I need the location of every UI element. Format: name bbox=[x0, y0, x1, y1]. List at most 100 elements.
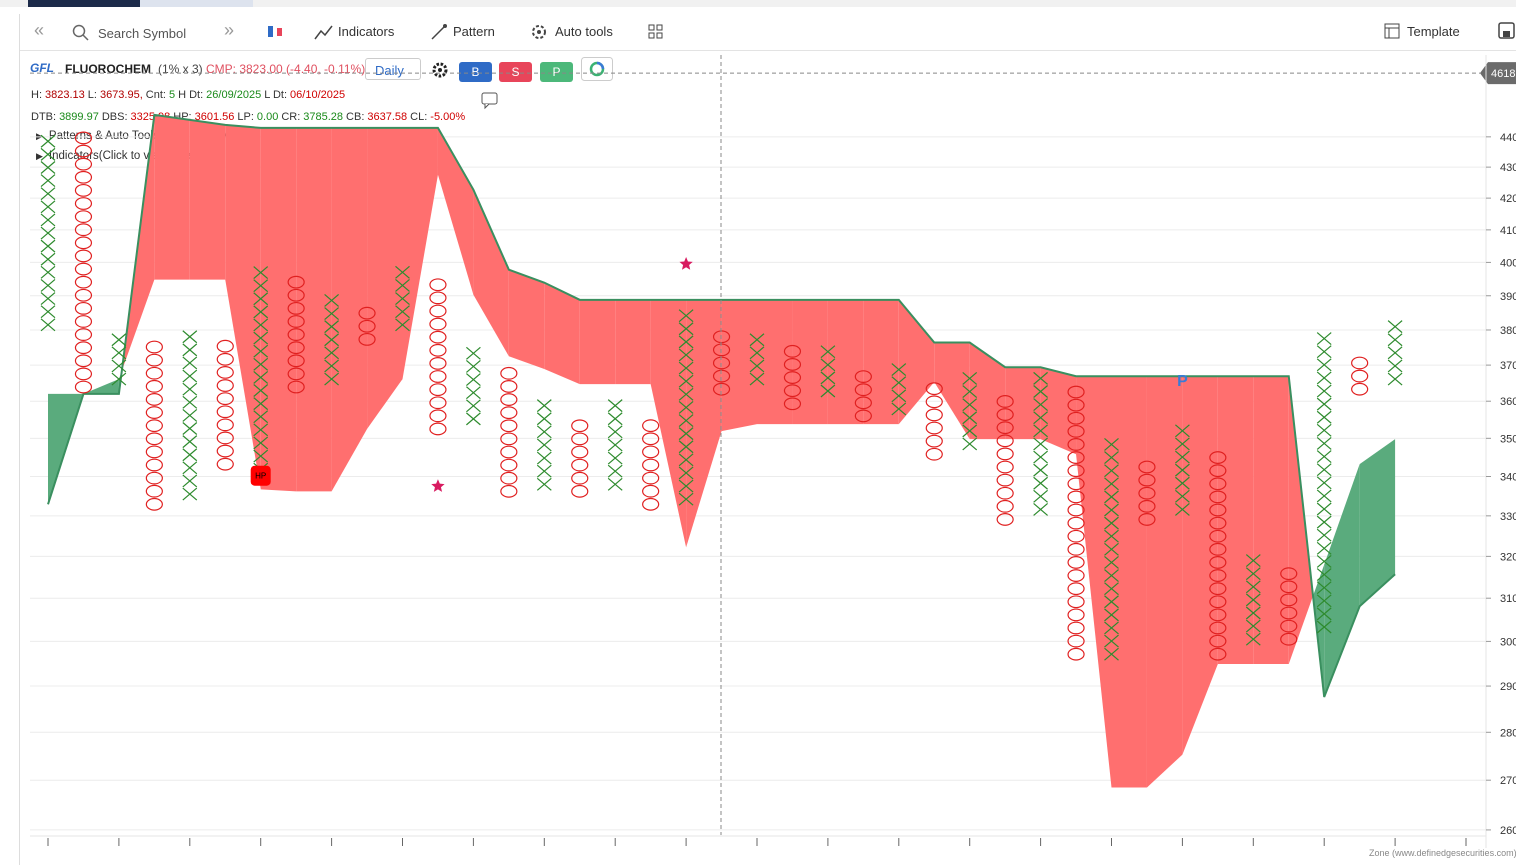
y-tick-label: 3900 bbox=[1500, 291, 1516, 303]
template-icon bbox=[1384, 23, 1400, 39]
x-box bbox=[1175, 489, 1190, 503]
o-box bbox=[429, 370, 447, 383]
pattern-button[interactable]: Pattern bbox=[453, 24, 495, 39]
p-button[interactable]: P bbox=[540, 62, 573, 82]
o-box bbox=[1209, 490, 1227, 504]
box-size: (1% x 3) bbox=[158, 62, 203, 76]
o-box bbox=[712, 356, 731, 370]
o-box bbox=[74, 197, 93, 210]
o-column bbox=[642, 419, 660, 511]
sell-button[interactable]: S bbox=[499, 62, 532, 82]
o-box bbox=[996, 513, 1014, 526]
o-box bbox=[925, 447, 943, 461]
x-box bbox=[324, 320, 339, 334]
search-input[interactable]: Search Symbol bbox=[98, 26, 187, 41]
drawing-sidebar bbox=[0, 14, 20, 865]
o-box bbox=[1067, 503, 1085, 517]
x-box bbox=[1316, 541, 1332, 555]
x-box bbox=[1104, 477, 1119, 491]
x-box bbox=[1104, 634, 1119, 648]
o-box bbox=[500, 484, 518, 498]
o-column bbox=[358, 306, 376, 346]
o-box bbox=[642, 432, 660, 446]
x-box bbox=[820, 371, 836, 385]
o-box bbox=[145, 406, 163, 419]
cloud bbox=[154, 114, 190, 280]
x-box bbox=[253, 384, 269, 397]
cloud bbox=[934, 342, 970, 440]
info-text: H Dt: bbox=[178, 89, 204, 101]
x-column bbox=[1245, 554, 1261, 646]
x-box bbox=[820, 358, 836, 372]
x-box bbox=[395, 279, 410, 292]
x-box bbox=[111, 333, 127, 347]
x-column bbox=[324, 293, 339, 386]
y-tick-label: 3500 bbox=[1500, 433, 1516, 445]
x-column bbox=[536, 399, 552, 491]
x-box bbox=[678, 400, 694, 414]
x-box bbox=[182, 474, 198, 488]
x-box bbox=[182, 382, 198, 396]
x-box bbox=[182, 435, 198, 449]
o-column bbox=[783, 344, 802, 411]
x-box bbox=[40, 226, 56, 240]
o-box bbox=[1209, 464, 1227, 478]
x-box bbox=[1104, 490, 1119, 504]
o-box bbox=[216, 431, 234, 445]
settings-icon[interactable] bbox=[431, 61, 449, 79]
comment-icon[interactable] bbox=[481, 92, 498, 110]
collapse-icon[interactable]: « bbox=[34, 20, 45, 40]
o-box bbox=[429, 304, 447, 318]
o-box bbox=[1138, 473, 1156, 487]
timeframe-select[interactable]: Daily bbox=[365, 58, 421, 80]
o-box bbox=[216, 339, 234, 353]
o-box bbox=[854, 370, 872, 383]
crosshair-label: 4618 bbox=[1491, 68, 1515, 80]
buy-button[interactable]: B bbox=[459, 62, 492, 82]
x-box bbox=[678, 440, 694, 454]
x-column bbox=[1387, 320, 1403, 386]
x-box bbox=[1104, 647, 1119, 661]
template-button[interactable]: Template bbox=[1407, 24, 1460, 39]
refresh-button[interactable] bbox=[581, 57, 613, 81]
o-box bbox=[287, 380, 305, 394]
y-tick-label: 2600 bbox=[1500, 825, 1516, 837]
x-box bbox=[1033, 476, 1048, 490]
o-box bbox=[571, 471, 589, 485]
o-box bbox=[1067, 595, 1085, 609]
o-box bbox=[996, 395, 1014, 408]
x-box bbox=[1104, 621, 1119, 635]
x-box bbox=[1104, 516, 1119, 530]
o-box bbox=[925, 382, 943, 396]
x-box bbox=[536, 451, 552, 465]
save-icon[interactable] bbox=[1498, 22, 1516, 40]
o-box bbox=[571, 445, 589, 459]
info-text: 5 bbox=[168, 89, 176, 101]
o-box bbox=[712, 369, 731, 383]
x-box bbox=[678, 335, 694, 349]
cloud bbox=[827, 299, 864, 425]
o-column bbox=[571, 419, 589, 498]
o-box bbox=[1209, 608, 1227, 622]
cloud bbox=[508, 269, 545, 370]
x-column bbox=[182, 330, 198, 501]
candle-icon[interactable] bbox=[266, 22, 284, 42]
indicators-button[interactable]: Indicators bbox=[338, 24, 395, 39]
o-box bbox=[1067, 490, 1085, 504]
layout-icon[interactable] bbox=[648, 24, 664, 40]
x-box bbox=[1316, 345, 1332, 359]
o-box bbox=[783, 371, 802, 384]
x-box bbox=[324, 372, 339, 386]
auto-tools-button[interactable]: Auto tools bbox=[555, 24, 613, 39]
o-box bbox=[996, 421, 1014, 435]
cmp: CMP: 3823.00 (-4.40, -0.11%) bbox=[206, 62, 366, 76]
x-box bbox=[536, 477, 552, 491]
x-box bbox=[749, 359, 765, 373]
x-box bbox=[1245, 554, 1261, 568]
info-text: DTB: bbox=[31, 111, 57, 123]
expand-icon[interactable]: » bbox=[224, 20, 235, 40]
cloud bbox=[331, 127, 368, 492]
o-box bbox=[145, 458, 163, 472]
o-box bbox=[74, 170, 93, 184]
